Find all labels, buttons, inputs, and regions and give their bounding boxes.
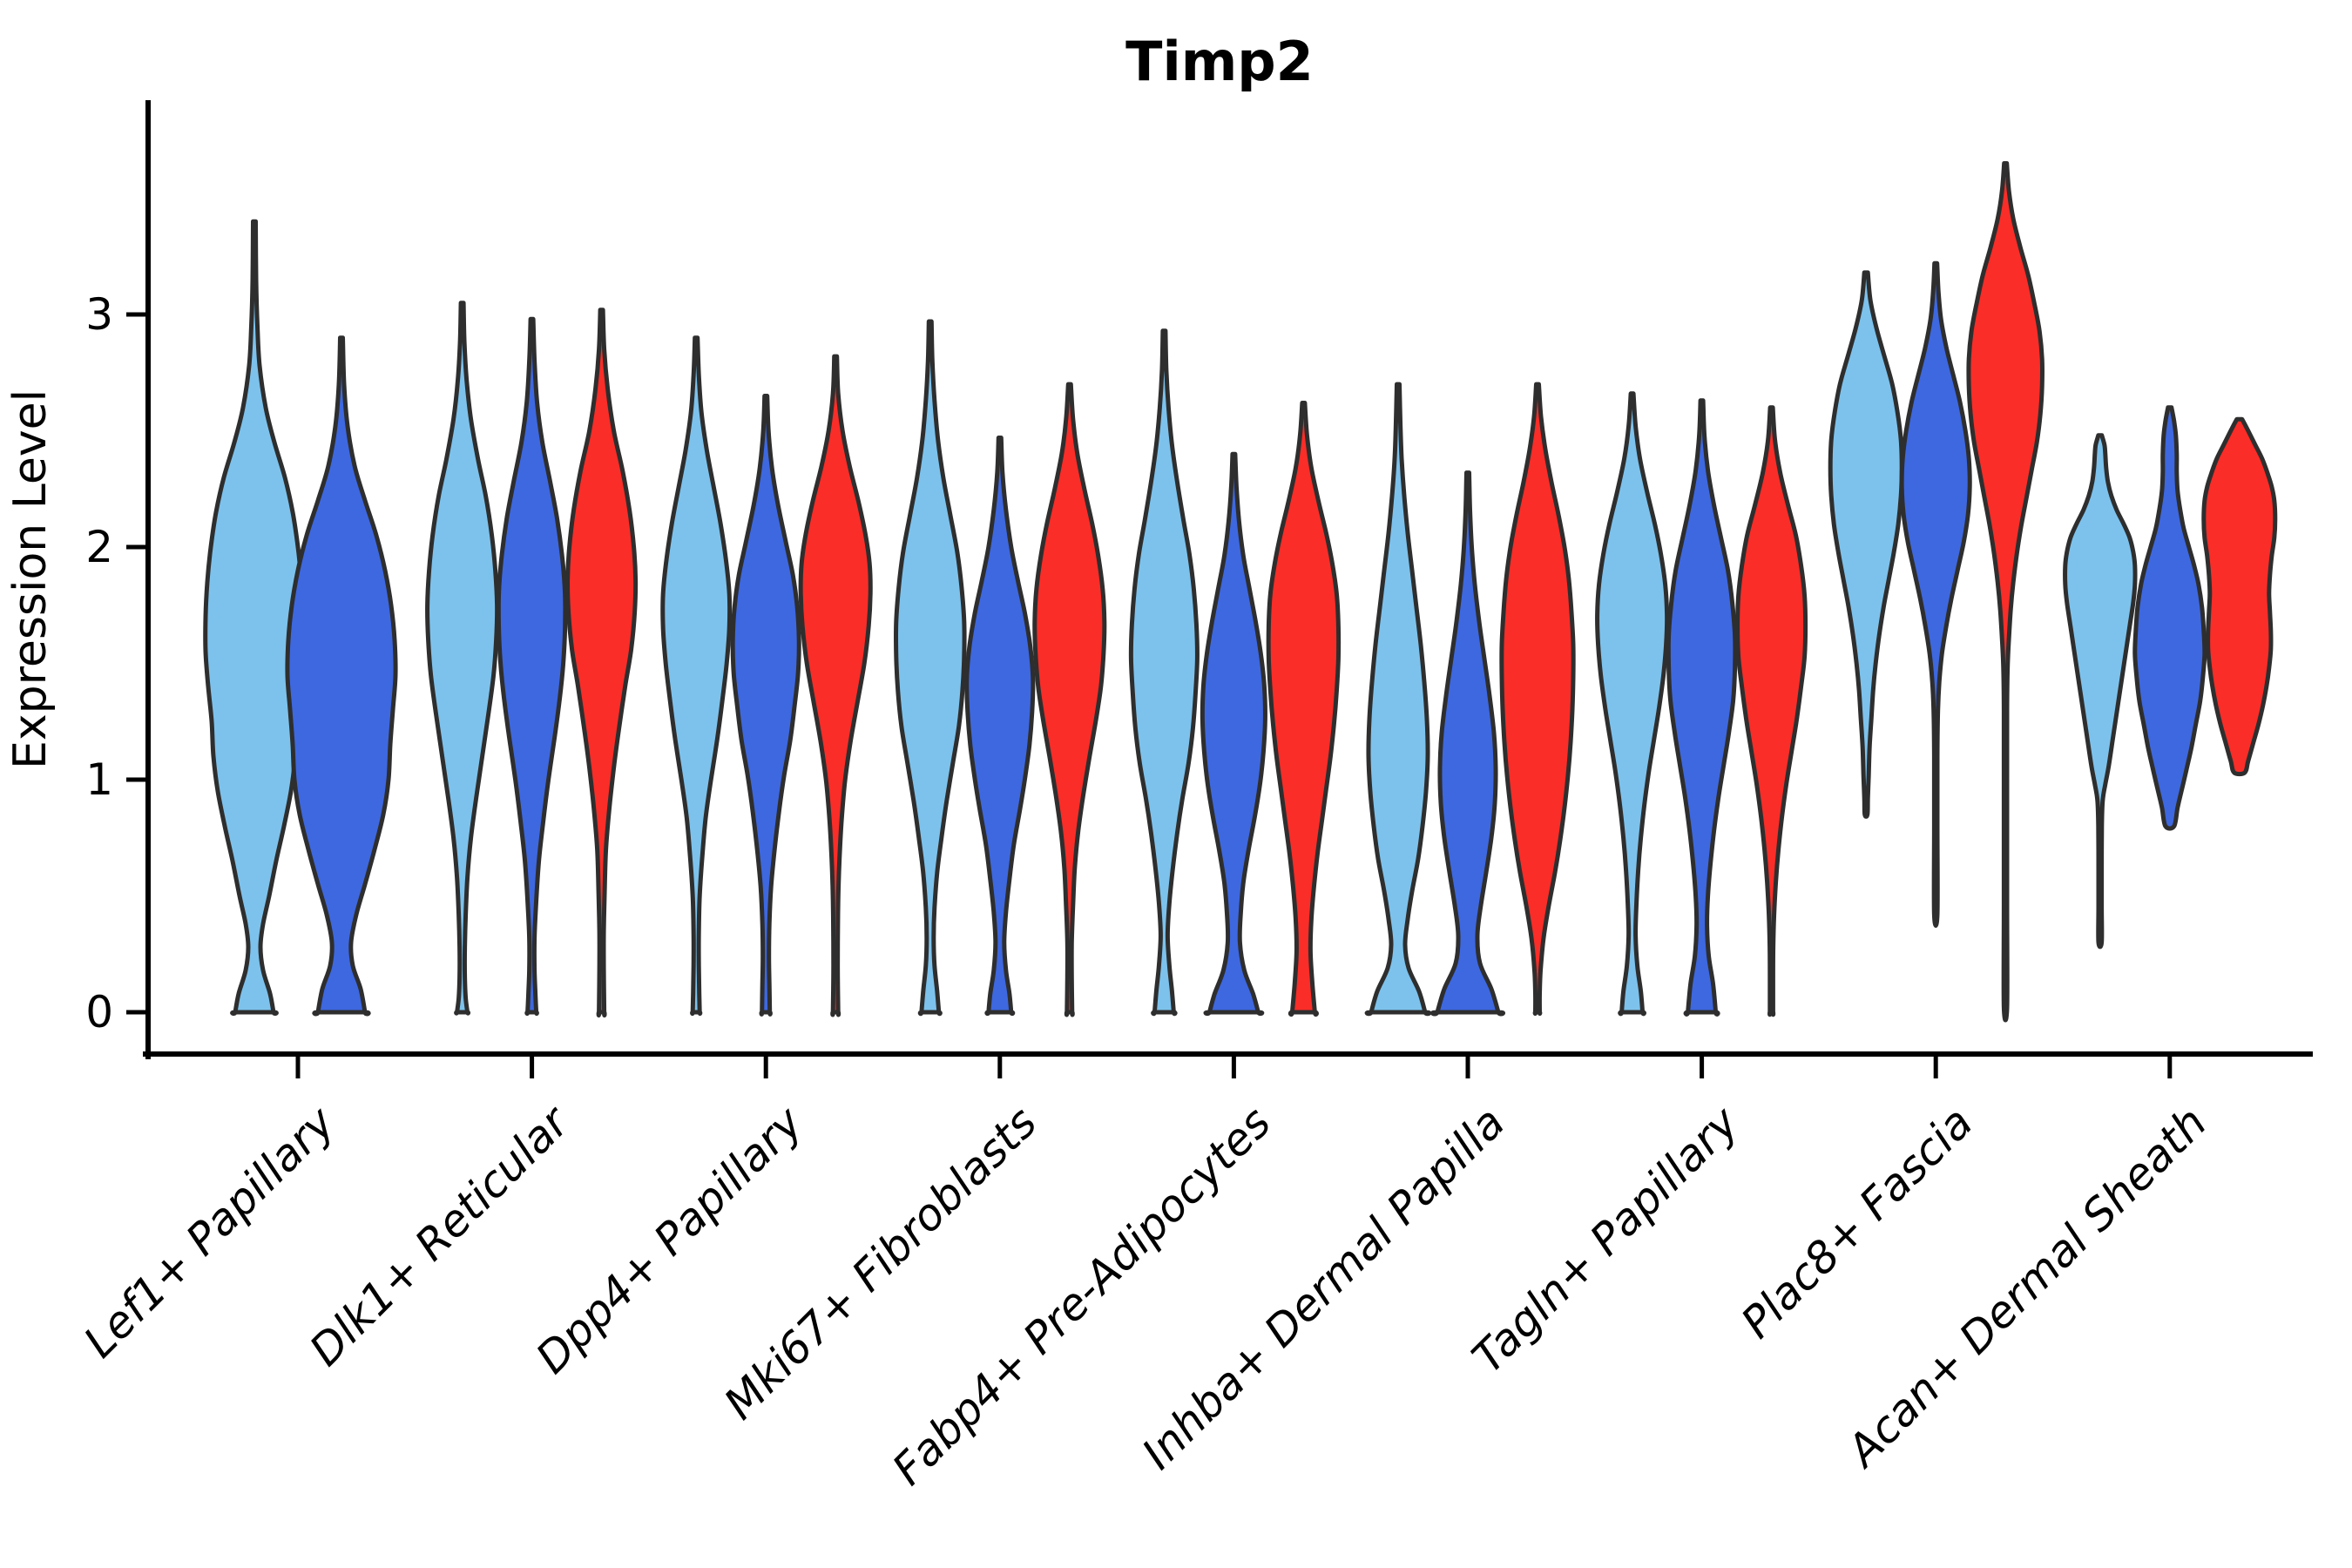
violin-acan-dermal-sheath-royal_blue	[2132, 405, 2207, 831]
violin-mki67-fibroblasts-red	[1032, 382, 1107, 1017]
violin-dlk1-reticular-light_blue	[425, 301, 500, 1016]
violin-fabp4-pre-adipocytes-red	[1266, 401, 1342, 1017]
x-category-label-7: Plac8+ Fascia	[1732, 1097, 1983, 1348]
violin-acan-dermal-sheath-light_blue	[2063, 433, 2138, 950]
violin-inhba-dermal-papilla-red	[1499, 382, 1576, 1017]
violin-plac8-fascia-red	[1966, 161, 2044, 1023]
figure-title: Timp2	[1125, 30, 1314, 93]
x-category-label-4: Fabp4+ Pre-Adipocytes	[882, 1097, 1281, 1495]
violin-fabp4-pre-adipocytes-light_blue	[1128, 328, 1200, 1017]
violin-dlk1-reticular-royal_blue	[496, 316, 568, 1017]
violin-fabp4-pre-adipocytes-royal_blue	[1200, 451, 1267, 1017]
violins-layer	[203, 161, 2278, 1023]
violin-mki67-fibroblasts-royal_blue	[964, 436, 1036, 1017]
violin-lef1-papillary-royal_blue	[285, 335, 398, 1017]
violin-mki67-fibroblasts-light_blue	[894, 319, 967, 1017]
violin-plac8-fascia-light_blue	[1828, 270, 1904, 819]
violin-lef1-papillary-light_blue	[203, 219, 306, 1017]
y-axis-title: Expression Level	[4, 389, 57, 769]
violin-dlk1-reticular-red	[565, 308, 639, 1018]
violin-inhba-dermal-papilla-light_blue	[1364, 382, 1432, 1017]
y-tick-label-0: 0	[85, 987, 113, 1037]
y-tick-label-2: 2	[85, 522, 113, 572]
violin-dpp4-papillary-light_blue	[660, 335, 733, 1017]
violin-tagln-papillary-royal_blue	[1666, 398, 1738, 1017]
x-category-label-0: Lef1+ Papillary	[74, 1096, 345, 1367]
violin-dpp4-papillary-red	[798, 354, 873, 1017]
violin-plac8-fascia-royal_blue	[1899, 260, 1972, 929]
x-category-label-1: Dlk1+ Reticular	[300, 1095, 580, 1375]
y-tick-label-1: 1	[85, 754, 113, 805]
violin-inhba-dermal-papilla-royal_blue	[1430, 470, 1505, 1017]
y-tick-label-3: 3	[85, 289, 113, 340]
violin-acan-dermal-sheath-red	[2201, 416, 2278, 777]
violin-tagln-papillary-light_blue	[1595, 391, 1670, 1017]
violin-dpp4-papillary-royal_blue	[730, 394, 801, 1017]
violin-tagln-papillary-red	[1735, 405, 1808, 1017]
